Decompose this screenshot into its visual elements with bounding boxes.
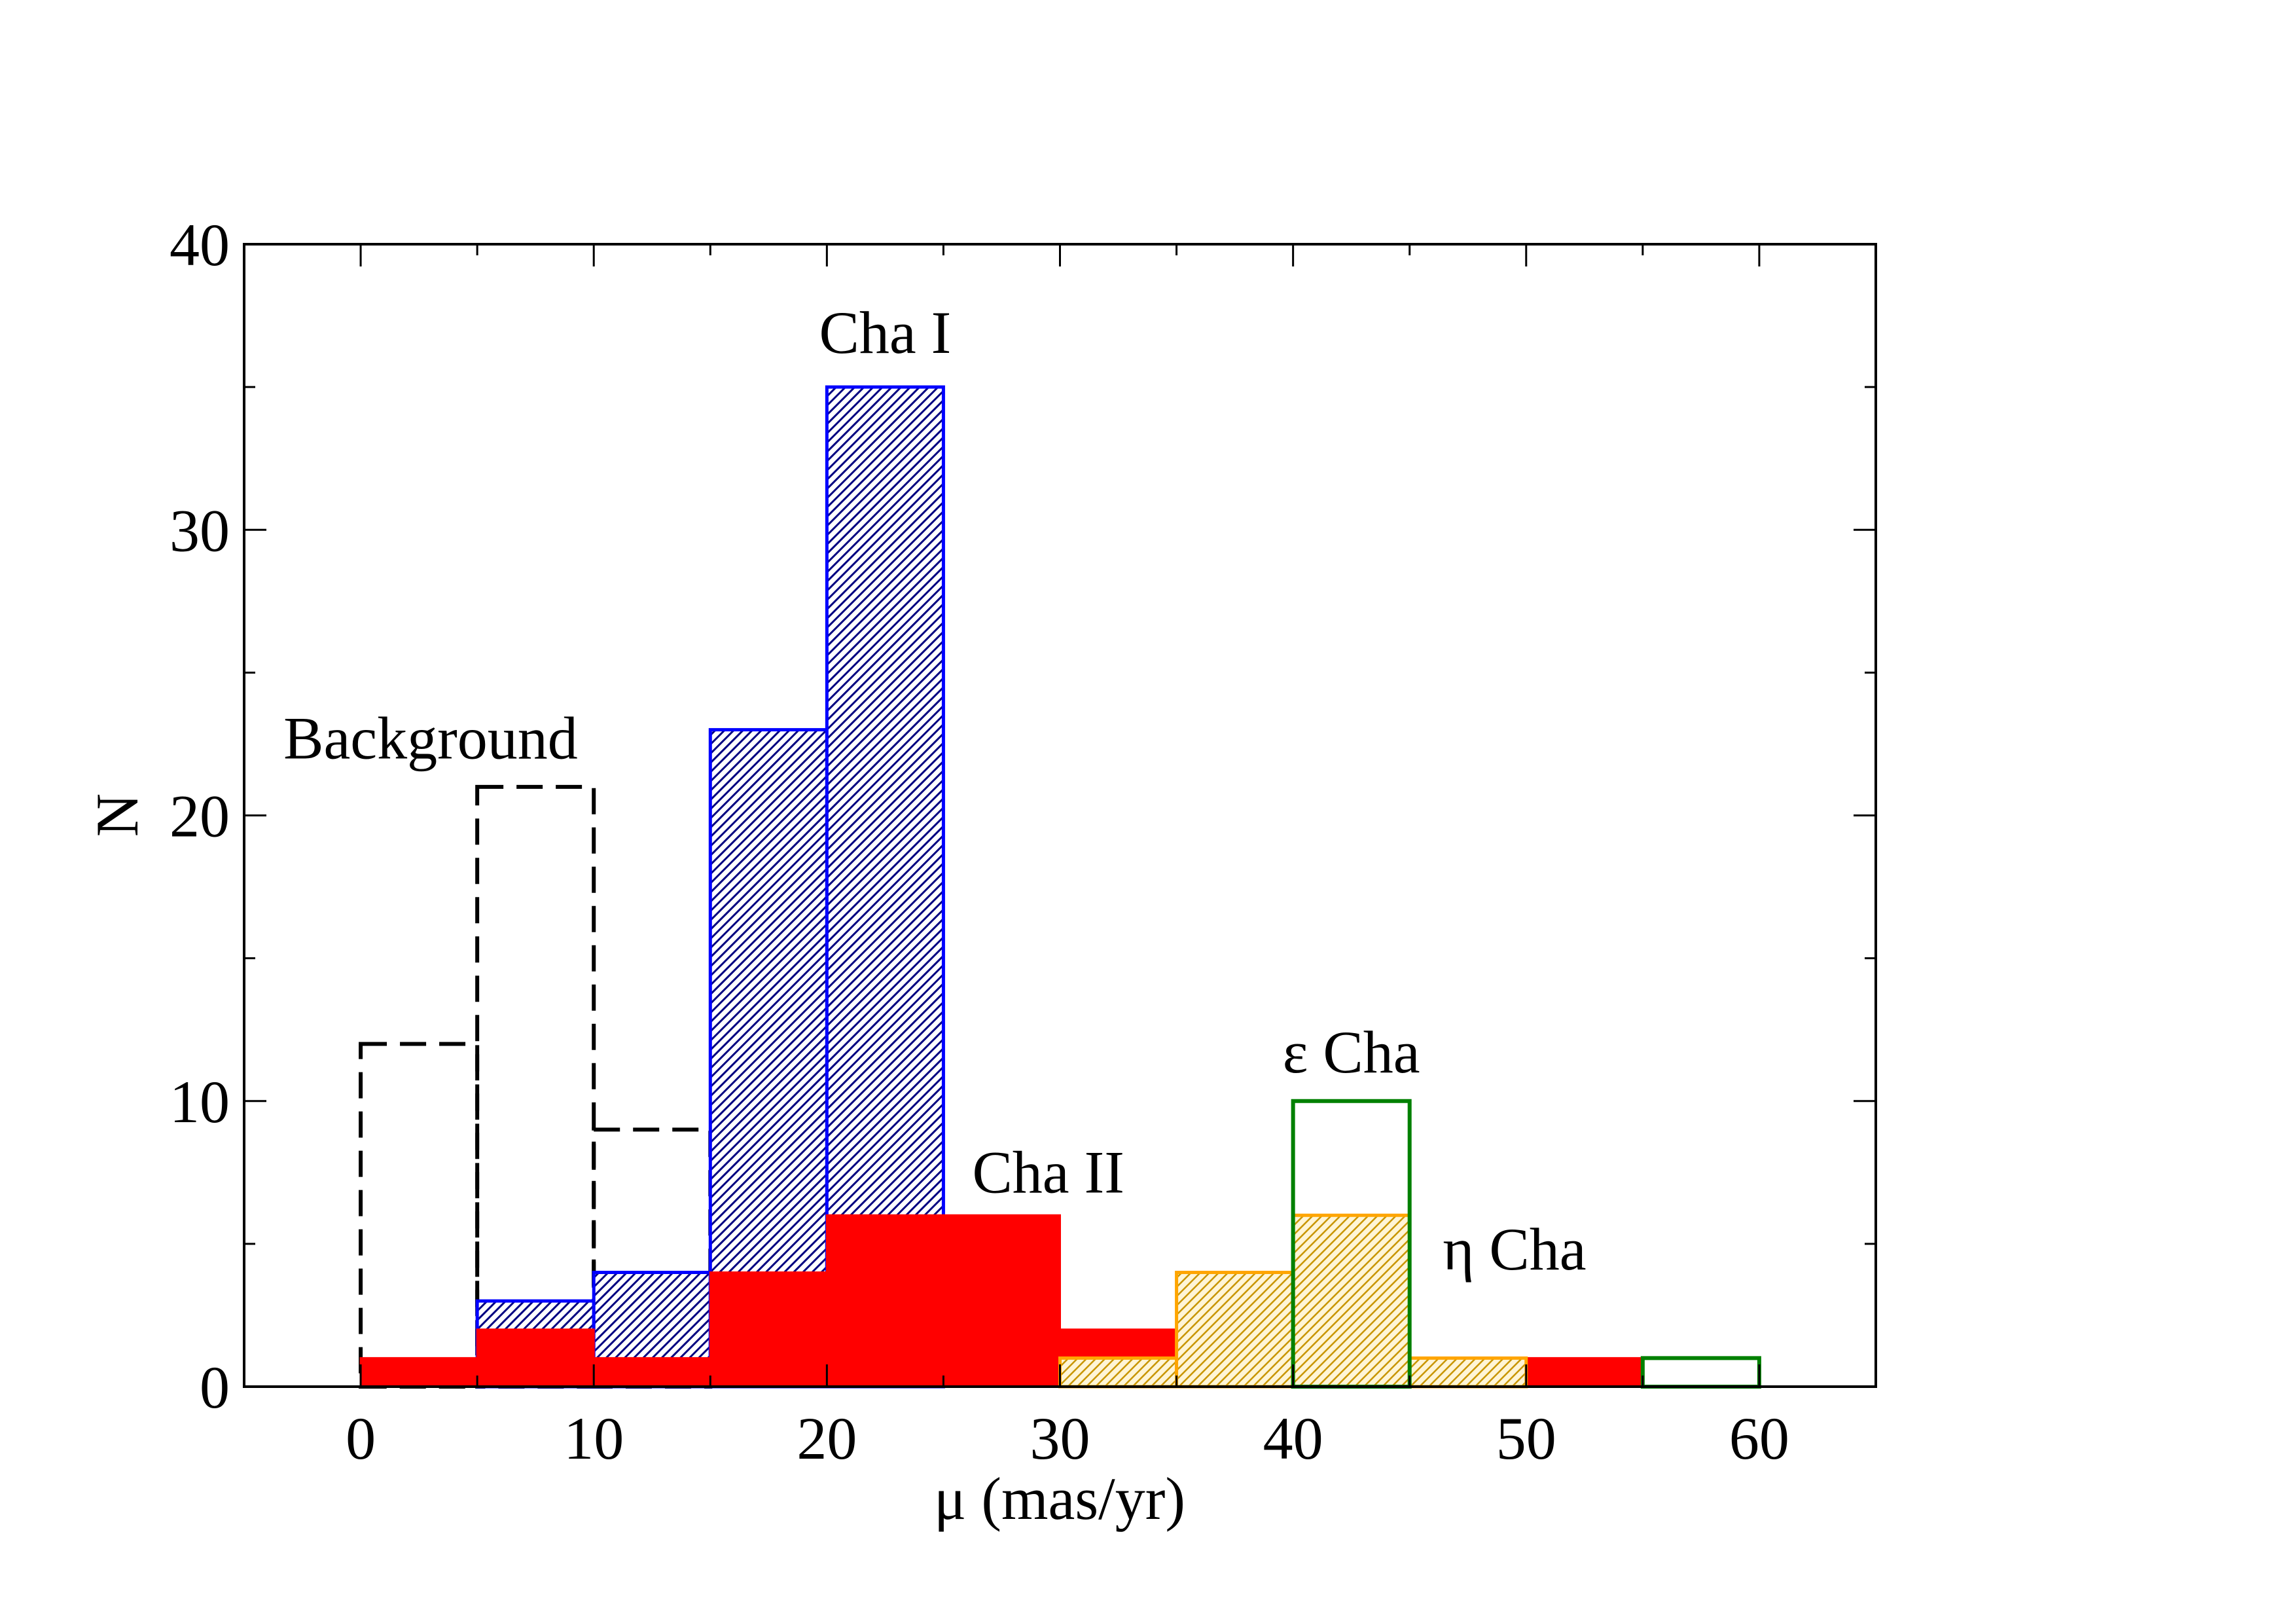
bars-layer bbox=[359, 385, 1761, 1389]
cha-i-label: Cha I bbox=[819, 299, 951, 366]
y-tick-label: 40 bbox=[170, 211, 230, 278]
y-tick-label: 30 bbox=[170, 497, 230, 564]
x-tick-label: 30 bbox=[1030, 1405, 1090, 1472]
background-bar bbox=[359, 1042, 480, 1389]
x-tick-label: 0 bbox=[346, 1405, 376, 1472]
y-tick-label: 0 bbox=[200, 1354, 230, 1421]
background-label: Background bbox=[283, 704, 578, 771]
cha-ii-bar bbox=[825, 1214, 944, 1388]
cha-ii-bar bbox=[592, 1357, 711, 1388]
eta-cha-bar bbox=[1058, 1356, 1179, 1389]
background-bar bbox=[475, 784, 596, 1389]
epsilon-cha-bar bbox=[1640, 1356, 1761, 1389]
eta-cha-bar bbox=[1291, 1213, 1412, 1389]
eta-cha-bar bbox=[1175, 1271, 1295, 1389]
ticks-layer: 0 10 20 30 40 50 60 0 10 20 30 40 bbox=[170, 211, 1876, 1472]
x-tick-label: 60 bbox=[1729, 1405, 1789, 1472]
y-axis-label: N bbox=[84, 793, 151, 837]
cha-ii-label: Cha II bbox=[972, 1139, 1124, 1205]
labels-layer: Background Cha I Cha II ε Cha η Cha bbox=[283, 299, 1587, 1283]
x-tick-label: 40 bbox=[1263, 1405, 1323, 1472]
y-tick-label: 10 bbox=[170, 1068, 230, 1135]
x-tick-label: 50 bbox=[1496, 1405, 1556, 1472]
x-tick-label: 20 bbox=[797, 1405, 857, 1472]
y-tick-label: 20 bbox=[170, 783, 230, 850]
eta-cha-label: η Cha bbox=[1443, 1216, 1586, 1283]
x-tick-label: 10 bbox=[564, 1405, 624, 1472]
x-axis-label: μ (mas/yr) bbox=[934, 1465, 1185, 1532]
eta-cha-bar bbox=[1408, 1356, 1528, 1389]
epsilon-cha-label: ε Cha bbox=[1283, 1019, 1420, 1085]
cha-ii-bar bbox=[942, 1214, 1062, 1388]
cha-ii-bar bbox=[709, 1271, 828, 1388]
cha-ii-bar bbox=[359, 1357, 478, 1388]
cha-ii-bar bbox=[1525, 1357, 1644, 1388]
cha-ii-bar bbox=[476, 1328, 595, 1388]
